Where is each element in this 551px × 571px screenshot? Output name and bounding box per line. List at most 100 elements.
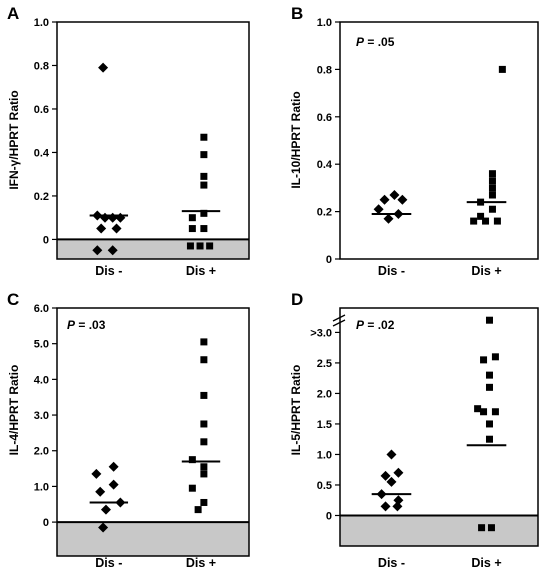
p-value-label: P = .02 bbox=[356, 318, 395, 332]
data-point-square bbox=[488, 191, 496, 199]
panel-label: B bbox=[291, 4, 303, 23]
panel-label: A bbox=[7, 4, 19, 23]
panel-label: D bbox=[291, 290, 303, 309]
y-tick-label: 0.8 bbox=[34, 60, 49, 72]
data-point-square bbox=[485, 316, 493, 324]
data-point-diamond bbox=[91, 468, 102, 479]
data-point-square bbox=[200, 470, 208, 478]
y-axis-label: IL-4/HPRT Ratio bbox=[7, 365, 21, 456]
data-point-square bbox=[206, 242, 214, 250]
data-point-square bbox=[200, 463, 208, 471]
data-point-square bbox=[482, 217, 490, 225]
y-axis-label: IFN-γ/HPRT Ratio bbox=[7, 90, 21, 189]
y-tick-label: 0 bbox=[326, 254, 332, 266]
data-point-square bbox=[485, 435, 493, 443]
data-point-diamond bbox=[95, 486, 106, 497]
p-value-label: P = .03 bbox=[67, 318, 106, 332]
below-zero-shading bbox=[57, 239, 249, 259]
y-tick-label: 1.0 bbox=[34, 481, 49, 493]
data-point-square bbox=[493, 217, 501, 225]
plot-frame bbox=[339, 307, 539, 547]
y-tick-label: 4.0 bbox=[34, 374, 49, 386]
data-point-square bbox=[474, 405, 482, 413]
y-tick-label: 0.2 bbox=[317, 207, 332, 219]
data-point-square bbox=[186, 242, 194, 250]
panel-c: 0 1.0 2.0 3.0 4.0 5.0 6.0 IL-4/HPRT Ratio C P = .… bbox=[7, 290, 250, 570]
data-point-diamond bbox=[98, 522, 109, 533]
y-tick-label: 0.4 bbox=[34, 147, 50, 159]
y-tick-label: 0 bbox=[43, 234, 49, 246]
data-point-diamond bbox=[389, 190, 400, 201]
data-point-square bbox=[200, 181, 208, 189]
data-point-square bbox=[200, 391, 208, 399]
data-point-diamond bbox=[96, 223, 107, 234]
data-point-square bbox=[188, 214, 196, 222]
panel-label: C bbox=[7, 290, 19, 309]
y-tick-label: 0.4 bbox=[317, 159, 333, 171]
data-point-diamond bbox=[386, 476, 397, 487]
y-tick-label: 0.6 bbox=[317, 112, 332, 124]
data-point-diamond bbox=[397, 194, 408, 205]
y-tick-label: 2.0 bbox=[317, 388, 332, 400]
plot-frame bbox=[339, 21, 539, 260]
data-point-diamond bbox=[98, 62, 109, 73]
data-point-square bbox=[478, 524, 486, 532]
x-category-label: Dis + bbox=[471, 264, 501, 278]
data-point-square bbox=[200, 225, 208, 233]
y-tick-label: 0.6 bbox=[34, 104, 49, 116]
y-tick-label: 0 bbox=[43, 517, 49, 529]
data-point-diamond bbox=[380, 501, 391, 512]
y-tick-label: 1.5 bbox=[317, 419, 332, 431]
y-tick-label: 0.8 bbox=[317, 64, 332, 76]
data-point-diamond bbox=[92, 245, 103, 256]
data-point-square bbox=[487, 524, 495, 532]
data-point-diamond bbox=[108, 461, 119, 472]
data-point-square bbox=[485, 371, 493, 379]
y-tick-label: 0 bbox=[326, 510, 332, 522]
plot-frame bbox=[56, 307, 250, 557]
data-point-square bbox=[491, 408, 499, 416]
data-point-diamond bbox=[107, 245, 118, 256]
data-point-square bbox=[488, 205, 496, 213]
data-point-diamond bbox=[392, 501, 403, 512]
data-point-square bbox=[485, 420, 493, 428]
axis-break-mark bbox=[332, 314, 346, 322]
data-point-square bbox=[480, 408, 488, 416]
panel-d: 0 0.5 1.0 1.5 2.0 2.5 >3.0 IL-5/HPRT Ratio D P = … bbox=[289, 290, 539, 570]
y-axis-label: IL-5/HPRT Ratio bbox=[289, 365, 303, 456]
data-point-square bbox=[200, 498, 208, 506]
data-point-square bbox=[200, 338, 208, 346]
p-value-label: P = .05 bbox=[356, 35, 395, 49]
data-point-square bbox=[491, 353, 499, 361]
data-point-square bbox=[200, 133, 208, 141]
data-point-diamond bbox=[383, 213, 394, 224]
y-tick-label: 0.2 bbox=[34, 191, 49, 203]
data-point-diamond bbox=[393, 495, 404, 506]
x-category-label: Dis - bbox=[378, 556, 405, 570]
y-tick-label: 2.5 bbox=[317, 358, 332, 370]
data-point-square bbox=[498, 65, 506, 73]
data-point-square bbox=[200, 438, 208, 446]
axis-break-mark bbox=[332, 319, 346, 327]
data-point-square bbox=[477, 212, 485, 220]
data-point-square bbox=[488, 170, 496, 178]
data-point-diamond bbox=[393, 467, 404, 478]
x-category-label: Dis + bbox=[186, 264, 216, 278]
data-point-square bbox=[196, 242, 204, 250]
data-point-square bbox=[188, 456, 196, 464]
y-tick-label: 1.0 bbox=[317, 449, 332, 461]
data-point-diamond bbox=[373, 204, 384, 215]
y-tick-label: 1.0 bbox=[317, 17, 332, 29]
data-point-square bbox=[200, 151, 208, 159]
data-point-square bbox=[200, 172, 208, 180]
data-point-square bbox=[200, 420, 208, 428]
data-point-square bbox=[488, 184, 496, 192]
data-point-square bbox=[480, 356, 488, 364]
data-point-square bbox=[200, 209, 208, 217]
data-point-diamond bbox=[108, 479, 119, 490]
panel-b: 0 0.2 0.4 0.6 0.8 1.0 IL-10/HPRT Ratio B P = .05… bbox=[289, 4, 539, 278]
below-zero-shading bbox=[57, 522, 249, 556]
y-tick-label: 0.5 bbox=[317, 480, 332, 492]
data-point-diamond bbox=[386, 449, 397, 460]
